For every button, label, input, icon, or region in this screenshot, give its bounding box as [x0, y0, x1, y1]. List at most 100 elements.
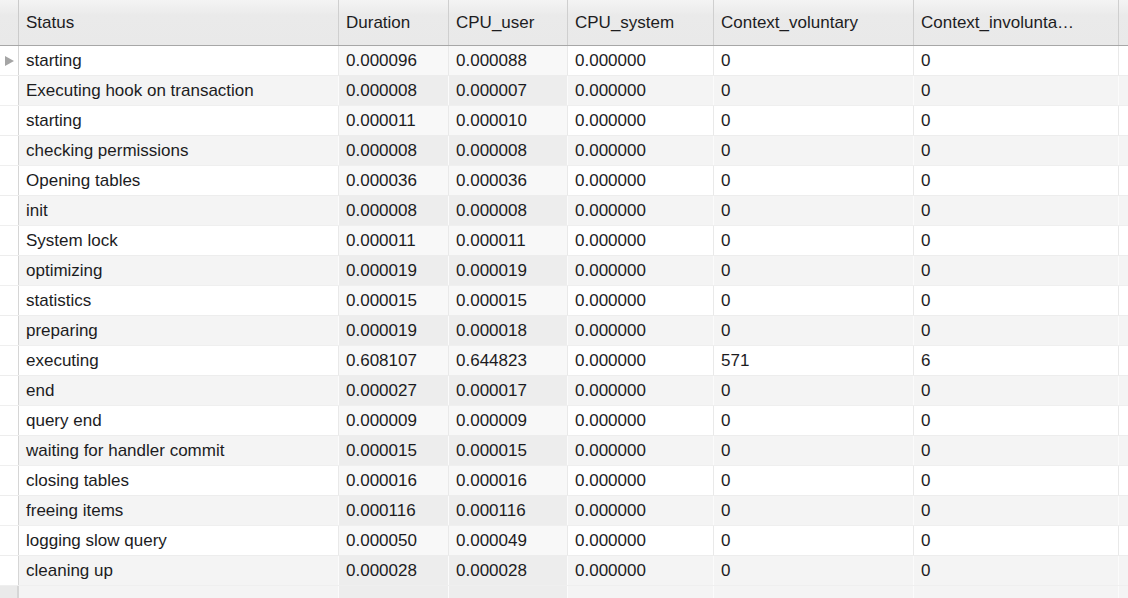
cell-cpu-user[interactable]: 0.000036 [448, 166, 567, 195]
table-row[interactable]: statistics 0.000015 0.000015 0.000000 0 … [0, 286, 1128, 316]
cell-cpu-user[interactable]: 0.000016 [448, 466, 567, 495]
row-gutter[interactable] [0, 346, 18, 375]
cell-context-voluntary[interactable]: 0 [713, 136, 913, 165]
cell-context-involuntary[interactable]: 0 [913, 46, 1118, 75]
cell-status[interactable]: Executing hook on transaction [18, 76, 338, 105]
cell-cpu-system[interactable]: 0.000000 [567, 316, 713, 345]
cell-context-voluntary[interactable]: 0 [713, 526, 913, 555]
cell-context-voluntary[interactable]: 0 [713, 76, 913, 105]
cell-cpu-system[interactable]: 0.000000 [567, 406, 713, 435]
table-row[interactable]: freeing items 0.000116 0.000116 0.000000… [0, 496, 1128, 526]
cell-cpu-user[interactable]: 0.000015 [448, 436, 567, 465]
row-gutter[interactable] [0, 166, 18, 195]
cell-cpu-system[interactable]: 0.000000 [567, 496, 713, 525]
row-gutter[interactable] [0, 556, 18, 585]
cell-status[interactable]: checking permissions [18, 136, 338, 165]
cell-cpu-system[interactable]: 0.000000 [567, 76, 713, 105]
cell-duration[interactable]: 0.000019 [338, 256, 448, 285]
row-gutter[interactable] [0, 46, 18, 75]
cell-cpu-system[interactable]: 0.000000 [567, 376, 713, 405]
cell-duration[interactable]: 0.000016 [338, 466, 448, 495]
cell-status[interactable]: statistics [18, 286, 338, 315]
cell-context-involuntary[interactable]: 0 [913, 196, 1118, 225]
cell-cpu-user[interactable]: 0.000010 [448, 106, 567, 135]
cell-cpu-user[interactable]: 0.000018 [448, 316, 567, 345]
cell-context-involuntary[interactable]: 0 [913, 436, 1118, 465]
row-gutter[interactable] [0, 226, 18, 255]
cell-status[interactable]: init [18, 196, 338, 225]
cell-context-involuntary[interactable]: 0 [913, 256, 1118, 285]
table-row[interactable]: waiting for handler commit 0.000015 0.00… [0, 436, 1128, 466]
cell-context-involuntary[interactable]: 0 [913, 136, 1118, 165]
column-header-status[interactable]: Status [18, 0, 338, 45]
cell-context-voluntary[interactable]: 571 [713, 346, 913, 375]
cell-context-involuntary[interactable]: 0 [913, 226, 1118, 255]
cell-context-involuntary[interactable]: 0 [913, 286, 1118, 315]
cell-duration[interactable]: 0.000028 [338, 556, 448, 585]
table-row[interactable]: Executing hook on transaction 0.000008 0… [0, 76, 1128, 106]
cell-status[interactable]: starting [18, 106, 338, 135]
cell-cpu-system[interactable]: 0.000000 [567, 256, 713, 285]
cell-context-voluntary[interactable]: 0 [713, 256, 913, 285]
cell-status[interactable]: Opening tables [18, 166, 338, 195]
cell-context-voluntary[interactable]: 0 [713, 46, 913, 75]
cell-duration[interactable]: 0.000015 [338, 286, 448, 315]
cell-context-voluntary[interactable]: 0 [713, 436, 913, 465]
row-gutter[interactable] [0, 256, 18, 285]
cell-cpu-user[interactable]: 0.000116 [448, 496, 567, 525]
cell-cpu-user[interactable]: 0.000015 [448, 286, 567, 315]
cell-cpu-user[interactable]: 0.000011 [448, 226, 567, 255]
cell-context-voluntary[interactable]: 0 [713, 226, 913, 255]
row-gutter[interactable] [0, 316, 18, 345]
cell-status[interactable]: freeing items [18, 496, 338, 525]
cell-cpu-system[interactable]: 0.000000 [567, 106, 713, 135]
cell-cpu-system[interactable]: 0.000000 [567, 286, 713, 315]
cell-duration[interactable]: 0.000008 [338, 76, 448, 105]
column-header-cpu-user[interactable]: CPU_user [448, 0, 567, 45]
table-row[interactable]: System lock 0.000011 0.000011 0.000000 0… [0, 226, 1128, 256]
cell-context-voluntary[interactable]: 0 [713, 406, 913, 435]
cell-status[interactable]: query end [18, 406, 338, 435]
cell-duration[interactable]: 0.608107 [338, 346, 448, 375]
cell-context-involuntary[interactable]: 0 [913, 316, 1118, 345]
cell-duration[interactable]: 0.000009 [338, 406, 448, 435]
row-gutter[interactable] [0, 496, 18, 525]
cell-context-voluntary[interactable]: 0 [713, 466, 913, 495]
cell-context-involuntary[interactable]: 6 [913, 346, 1118, 375]
cell-duration[interactable]: 0.000015 [338, 436, 448, 465]
cell-cpu-system[interactable]: 0.000000 [567, 436, 713, 465]
cell-context-voluntary[interactable]: 0 [713, 316, 913, 345]
cell-context-voluntary[interactable]: 0 [713, 196, 913, 225]
cell-cpu-user[interactable]: 0.000008 [448, 196, 567, 225]
cell-status[interactable]: System lock [18, 226, 338, 255]
row-gutter[interactable] [0, 76, 18, 105]
cell-context-involuntary[interactable]: 0 [913, 496, 1118, 525]
cell-context-involuntary[interactable]: 0 [913, 166, 1118, 195]
cell-duration[interactable]: 0.000116 [338, 496, 448, 525]
row-gutter[interactable] [0, 406, 18, 435]
row-gutter[interactable] [0, 466, 18, 495]
column-header-context-voluntary[interactable]: Context_voluntary [713, 0, 913, 45]
row-gutter[interactable] [0, 136, 18, 165]
table-row[interactable]: optimizing 0.000019 0.000019 0.000000 0 … [0, 256, 1128, 286]
column-header-cpu-system[interactable]: CPU_system [567, 0, 713, 45]
row-gutter[interactable] [0, 196, 18, 225]
cell-context-involuntary[interactable]: 0 [913, 526, 1118, 555]
table-row[interactable]: logging slow query 0.000050 0.000049 0.0… [0, 526, 1128, 556]
table-row[interactable]: Opening tables 0.000036 0.000036 0.00000… [0, 166, 1128, 196]
cell-duration[interactable]: 0.000096 [338, 46, 448, 75]
cell-status[interactable]: optimizing [18, 256, 338, 285]
cell-duration[interactable]: 0.000011 [338, 226, 448, 255]
cell-status[interactable]: cleaning up [18, 556, 338, 585]
cell-cpu-user[interactable]: 0.000028 [448, 556, 567, 585]
cell-cpu-user[interactable]: 0.000007 [448, 76, 567, 105]
cell-status[interactable]: waiting for handler commit [18, 436, 338, 465]
cell-context-involuntary[interactable]: 0 [913, 106, 1118, 135]
row-gutter[interactable] [0, 526, 18, 555]
cell-status[interactable]: logging slow query [18, 526, 338, 555]
cell-context-involuntary[interactable]: 0 [913, 556, 1118, 585]
cell-cpu-user[interactable]: 0.000017 [448, 376, 567, 405]
cell-status[interactable]: executing [18, 346, 338, 375]
cell-cpu-user[interactable]: 0.000008 [448, 136, 567, 165]
column-header-duration[interactable]: Duration [338, 0, 448, 45]
